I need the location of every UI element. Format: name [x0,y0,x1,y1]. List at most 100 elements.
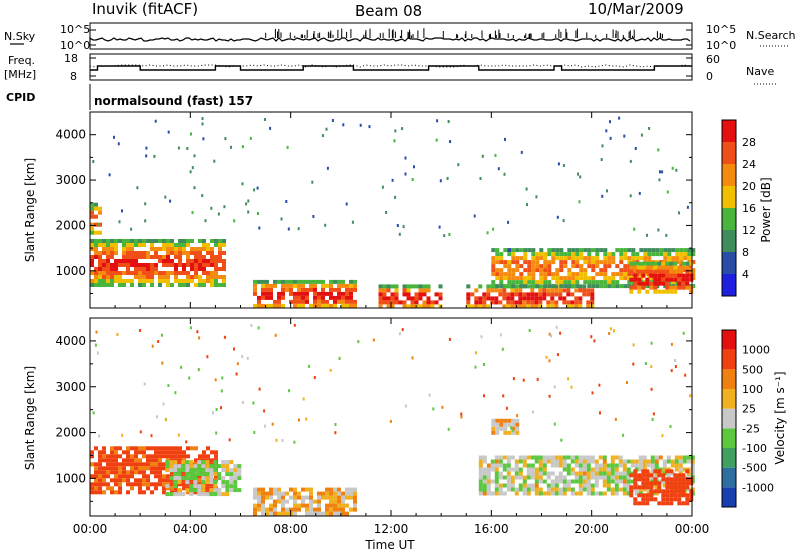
echo-cell [162,474,166,479]
echo-cell [535,260,540,265]
freq-tick-bottom: 8 [70,70,77,83]
echo-cell-sparse [618,116,621,120]
echo-cell-sparse [286,145,289,149]
echo-cell [210,239,214,243]
echo-cell [345,295,349,300]
echo-cell [162,466,166,471]
echo-cell [378,288,383,293]
echo-cell [566,487,571,492]
echo-cell [106,466,110,471]
echo-cell [602,459,607,464]
echo-cell [586,463,591,468]
echo-cell [309,279,313,284]
echo-cell [166,283,170,287]
echo-cell [583,260,588,265]
echo-cell-sparse [162,402,165,406]
echo-cell [257,487,261,492]
echo-cell [590,471,595,476]
echo-cell [138,275,142,279]
echo-cell [607,260,612,265]
echo-cell [614,467,619,472]
echo-cell [261,287,265,292]
echo-cell [301,291,305,296]
echo-cell [337,503,341,508]
echo-cell-sparse [682,331,685,335]
echo-cell [309,303,313,308]
echo-cell [269,287,273,292]
echo-cell [269,291,273,296]
echo-cell [146,474,150,479]
echo-cell [653,477,658,482]
echo-cell [543,252,548,257]
echo-cell [98,466,102,471]
echo-cell [619,252,624,257]
echo-cell [150,470,154,475]
echo-cell [623,264,628,269]
echo-cell [178,243,182,247]
echo-cell [503,426,508,431]
echo-cell [645,261,650,266]
echo-cell [94,214,98,219]
echo-cell [575,284,580,289]
echo-cell [582,463,587,468]
echo-cell [170,450,174,455]
echo-cell [225,480,230,485]
colorbar-tick-label: 28 [742,136,756,149]
echo-cell [349,287,353,292]
echo-cell [158,279,162,283]
echo-cell-sparse [230,145,232,149]
echo-cell [102,490,106,495]
echo-cell [635,256,640,261]
echo-cell [293,291,297,296]
echo-cell [642,455,647,460]
echo-cell [406,296,411,301]
echo-cell [150,283,154,287]
echo-cell-sparse [213,159,216,163]
echo-cell [669,469,674,474]
echo-cell [641,261,646,266]
echo-cell [641,497,646,502]
echo-cell-sparse [646,233,648,237]
echo-cell [418,304,423,309]
echo-cell [570,471,575,476]
echo-cell [559,260,564,265]
echo-cell [681,473,686,478]
echo-cell [623,256,628,261]
echo-cell-sparse [657,228,660,232]
echo-cell [114,446,118,451]
echo-cell [146,462,150,467]
echo-cell [142,271,146,275]
echo-cell [138,490,142,495]
echo-cell [574,455,579,460]
echo-cell [106,255,110,259]
echo-cell [206,454,210,459]
echo-cell [210,255,214,259]
echo-cell [177,492,182,497]
echo-cell [534,459,539,464]
echo-cell [98,490,102,495]
echo-cell [657,277,662,282]
echo-cell [110,247,114,251]
echo-cell [261,295,265,300]
time-x-axis: 00:00 04:00 08:00 12:00 16:00 20:00 00:00 [73,112,709,536]
echo-cell [571,256,576,261]
echo-cell [482,475,487,480]
echo-cell [209,492,214,497]
echo-cell [321,303,325,308]
echo-cell-sparse [285,200,288,203]
echo-cell-sparse [201,122,204,126]
echo-cell [511,418,516,423]
echo-cell [426,300,431,305]
echo-cell [198,275,202,279]
echo-cell [222,283,226,287]
echo-cell-sparse [368,125,371,129]
echo-cell [637,473,642,478]
echo-cell [574,475,579,480]
echo-cell [690,467,695,472]
echo-cell [166,450,170,455]
echo-cell-sparse [481,154,484,158]
echo-cell [671,280,676,285]
echo-cell [142,243,146,247]
echo-cell [269,511,273,516]
echo-cell [114,478,118,483]
